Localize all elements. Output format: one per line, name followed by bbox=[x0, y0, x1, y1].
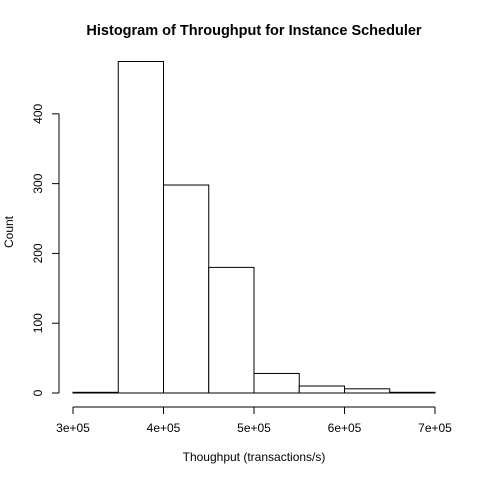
histogram-bar-3 bbox=[163, 184, 210, 394]
x-tick-label: 5e+05 bbox=[237, 421, 271, 435]
bars-group bbox=[72, 60, 436, 394]
chart-title: Histogram of Throughput for Instance Sch… bbox=[86, 23, 421, 39]
histogram-bar-2 bbox=[117, 60, 164, 394]
y-tick-label: 200 bbox=[31, 243, 45, 263]
histogram-bar-7 bbox=[344, 388, 391, 394]
y-tick-label: 400 bbox=[31, 104, 45, 124]
x-axis: 3e+05 4e+05 5e+05 6e+05 7e+05 bbox=[56, 406, 452, 435]
y-axis: 0 100 200 300 400 bbox=[31, 104, 60, 396]
histogram-bar-1 bbox=[72, 391, 119, 394]
histogram-bar-4 bbox=[208, 266, 255, 394]
y-tick-label: 0 bbox=[31, 389, 45, 396]
x-tick-label: 3e+05 bbox=[56, 421, 90, 435]
y-tick-label: 100 bbox=[31, 313, 45, 333]
x-tick-label: 6e+05 bbox=[328, 421, 362, 435]
x-axis-label: Thoughput (transactions/s) bbox=[183, 450, 326, 464]
histogram-bar-8 bbox=[389, 391, 436, 394]
x-tick-label: 4e+05 bbox=[147, 421, 181, 435]
x-tick-label: 7e+05 bbox=[418, 421, 452, 435]
histogram-bar-6 bbox=[298, 385, 345, 394]
y-axis-label: Count bbox=[2, 215, 16, 248]
histogram-bar-5 bbox=[253, 372, 300, 394]
y-tick-label: 300 bbox=[31, 173, 45, 193]
